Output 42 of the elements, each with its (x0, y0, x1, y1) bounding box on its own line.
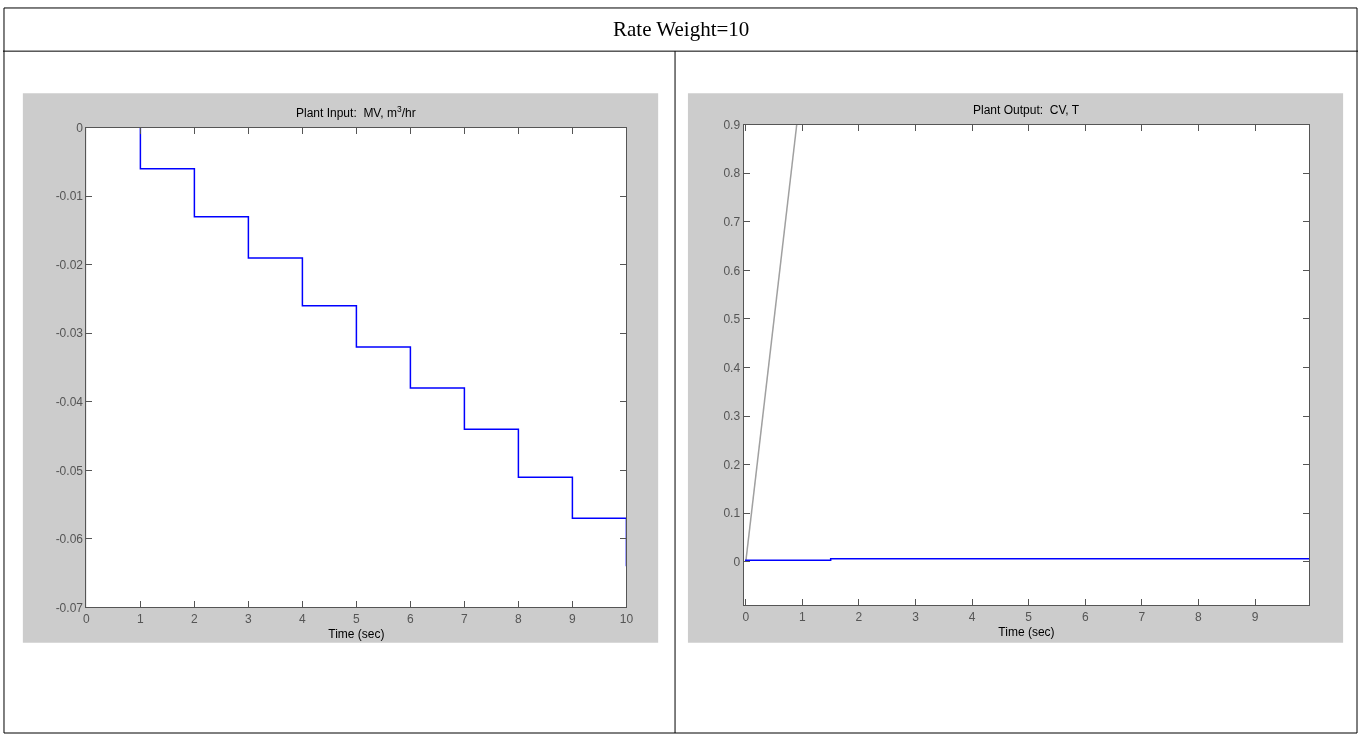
y-tick-label: 0.2 (723, 457, 741, 472)
x-tick-label: 7 (461, 611, 469, 626)
y-tick-label: 0 (733, 554, 741, 569)
y-tick-label: 0.6 (723, 263, 741, 278)
x-tick-label: 6 (407, 611, 415, 626)
chart-title: Plant Output: CV, T (973, 103, 1080, 117)
x-tick-label: 3 (245, 611, 253, 626)
y-tick-label: 0.1 (723, 506, 741, 521)
x-tick-label: 4 (968, 609, 976, 624)
y-tick-label: 0.8 (723, 166, 741, 181)
y-tick-label: 0.7 (723, 215, 741, 230)
y-tick-label: -0.05 (55, 463, 84, 478)
x-tick-label: 5 (1025, 609, 1033, 624)
x-tick-label: 9 (569, 611, 577, 626)
x-tick-label: 9 (1251, 609, 1259, 624)
y-tick-label: 0.5 (723, 312, 741, 327)
y-tick-label: -0.06 (55, 532, 84, 547)
x-tick-label: 5 (353, 611, 361, 626)
x-tick-label: 1 (137, 611, 145, 626)
y-tick-label: -0.02 (55, 257, 84, 272)
x-tick-label: 2 (191, 611, 199, 626)
x-tick-label: 8 (1195, 609, 1203, 624)
x-axis-title: Time (sec) (328, 626, 385, 641)
x-tick-label: 4 (299, 611, 307, 626)
x-tick-label: 3 (912, 609, 920, 624)
chart-title: Plant Input: MV, m$^{3}$/hr (296, 104, 416, 121)
x-tick-label: 1 (799, 609, 807, 624)
x-tick-label: 2 (855, 609, 863, 624)
x-tick-label: 8 (515, 611, 523, 626)
x-axis-title: Time (sec) (998, 624, 1055, 639)
y-tick-label: 0 (76, 120, 84, 135)
y-tick-label: 0.3 (723, 409, 741, 424)
y-tick-label: -0.07 (55, 600, 84, 615)
x-tick-label: 6 (1081, 609, 1089, 624)
x-tick-label: 7 (1138, 609, 1146, 624)
y-tick-label: -0.04 (55, 395, 84, 410)
y-tick-label: -0.03 (55, 326, 84, 341)
text: Rate Weight=10 (613, 17, 750, 41)
y-tick-label: 0.4 (723, 360, 741, 375)
y-tick-label: -0.01 (55, 189, 84, 204)
x-tick-label: 10 (619, 611, 634, 626)
y-tick-label: 0.9 (723, 117, 741, 132)
